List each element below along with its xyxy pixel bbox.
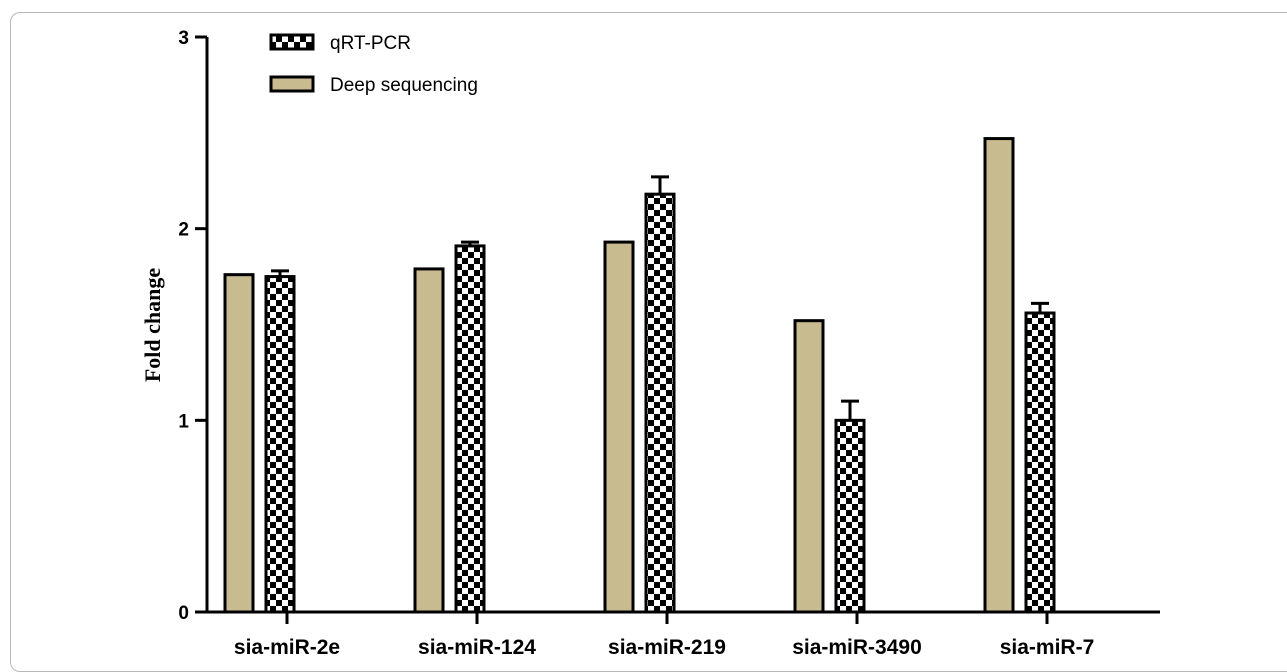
y-tick-label: 1: [178, 411, 189, 432]
legend: qRT-PCR Deep sequencing: [269, 33, 478, 96]
y-tick-label: 3: [178, 28, 189, 49]
legend-swatch-deep-sequencing: [269, 75, 315, 93]
bar-deep-sequencing-sja-mir-219: [603, 240, 635, 614]
bar-qrt-pcr-sja-mir-3490: [834, 418, 866, 614]
x-tick-label-sja-mir-219: sja-miR-219: [608, 636, 726, 654]
bar-deep-sequencing-sja-mir-2e: [223, 273, 255, 614]
legend-label-qrt-pcr: qRT-PCR: [330, 33, 411, 54]
x-ticks: sja-miR-2e sja-miR-124 sja-miR-219 sja-miR-…: [234, 612, 1094, 654]
bar-qrt-pcr-sja-mir-219: [644, 192, 676, 614]
y-tick-label: 2: [178, 220, 189, 241]
bar-qrt-pcr-sja-mir-124: [454, 244, 486, 614]
y-tick-label: 0: [178, 603, 189, 624]
legend-swatch-qrt-pcr: [269, 33, 315, 51]
bars: [223, 137, 1056, 614]
bar-qrt-pcr-sja-mir-2e: [264, 275, 296, 614]
bar-deep-sequencing-sja-mir-124: [413, 267, 445, 614]
bar-qrt-pcr-sja-mir-7: [1024, 311, 1056, 614]
axes: [205, 37, 1160, 614]
error-bars: [271, 175, 1049, 421]
x-tick-label-sja-mir-3490: sja-miR-3490: [792, 636, 922, 654]
bar-deep-sequencing-sja-mir-7: [983, 137, 1015, 614]
legend-label-deep-sequencing: Deep sequencing: [330, 75, 478, 96]
x-tick-label-sja-mir-2e: sja-miR-2e: [234, 636, 340, 654]
x-tick-label-sja-mir-7: sja-miR-7: [1000, 636, 1095, 654]
bar-deep-sequencing-sja-mir-3490: [793, 319, 825, 614]
y-axis-label: Fold change: [140, 268, 165, 383]
x-tick-label-sja-mir-124: sja-miR-124: [418, 636, 536, 654]
y-ticks: 0 1 2 3: [178, 28, 207, 624]
